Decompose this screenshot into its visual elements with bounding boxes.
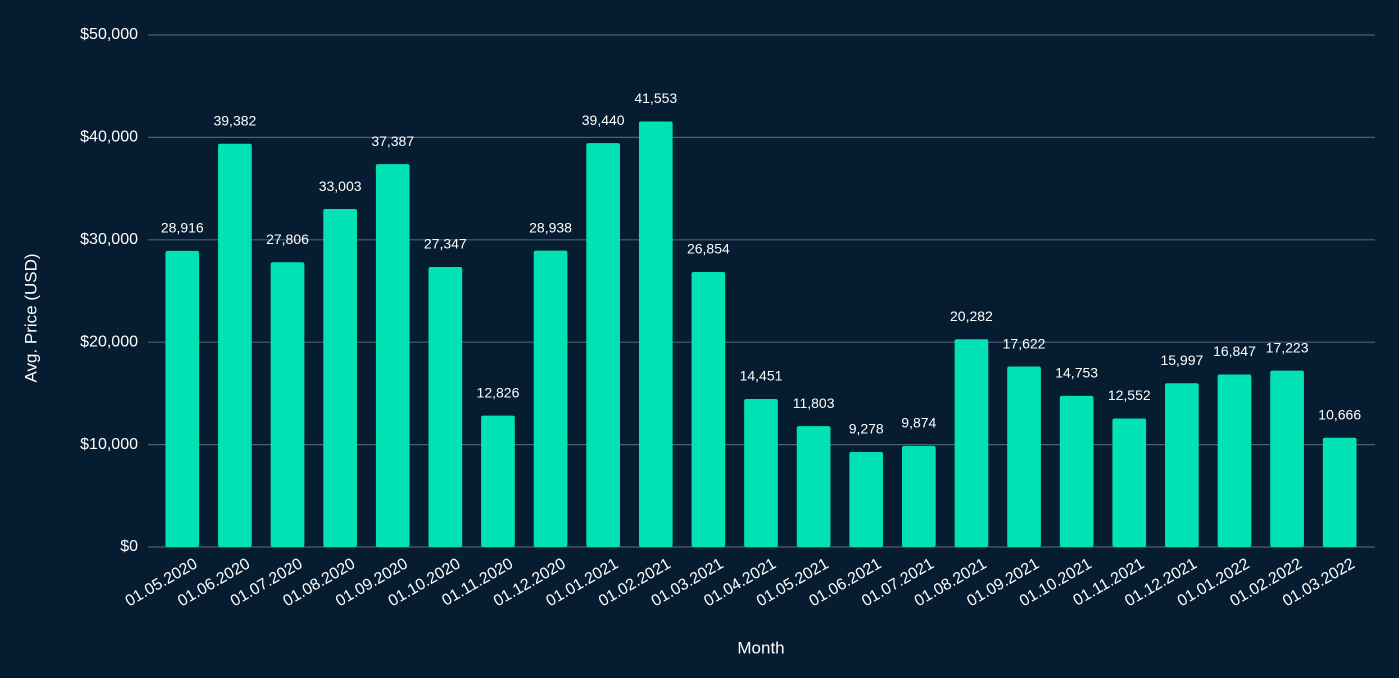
value-label: 41,553: [634, 90, 677, 106]
value-label: 26,854: [687, 241, 730, 257]
bar: [165, 250, 200, 548]
x-axis-title: Month: [737, 638, 784, 657]
bar: [1059, 395, 1094, 547]
value-label: 9,278: [849, 421, 884, 437]
bar: [638, 121, 673, 547]
bar: [796, 426, 831, 547]
value-label: 16,847: [1213, 343, 1256, 359]
bar: [1217, 374, 1252, 547]
bar: [1007, 366, 1041, 547]
y-tick-label: $20,000: [80, 333, 138, 350]
bar: [533, 250, 568, 548]
bar: [428, 266, 463, 547]
value-label: 12,826: [477, 384, 520, 400]
bar: [1322, 437, 1357, 547]
value-label: 39,440: [582, 112, 625, 128]
bar: [323, 209, 357, 547]
value-label: 17,223: [1266, 339, 1309, 355]
value-label: 39,382: [213, 112, 256, 128]
value-label: 10,666: [1318, 406, 1361, 422]
bar: [901, 445, 936, 547]
value-label: 33,003: [319, 178, 362, 194]
value-label: 28,938: [529, 219, 572, 235]
value-label: 14,451: [740, 368, 783, 384]
bar: [954, 339, 989, 547]
value-label: 37,387: [371, 133, 414, 149]
bar: [849, 451, 884, 547]
bar: [586, 143, 621, 547]
y-axis-title: Avg. Price (USD): [21, 253, 40, 382]
bar: [481, 415, 515, 547]
bar: [1112, 418, 1147, 547]
bar: [1270, 370, 1304, 547]
bar: [270, 262, 305, 547]
value-label: 27,806: [266, 231, 309, 247]
value-label: 20,282: [950, 308, 993, 324]
y-tick-label: $50,000: [80, 26, 138, 43]
value-label: 17,622: [1003, 335, 1046, 351]
y-tick-label: $40,000: [80, 129, 138, 146]
value-label: 27,347: [424, 236, 467, 252]
bar: [744, 399, 778, 547]
value-label: 14,753: [1055, 365, 1098, 381]
bar: [691, 272, 726, 547]
value-label: 12,552: [1108, 387, 1151, 403]
value-label: 11,803: [793, 395, 835, 411]
value-label: 28,916: [161, 220, 204, 236]
y-tick-label: $0: [120, 538, 138, 555]
value-label: 9,874: [901, 415, 936, 431]
value-label: 15,997: [1160, 352, 1203, 368]
y-tick-label: $30,000: [80, 231, 138, 248]
bar: [375, 164, 410, 548]
bar: [1165, 383, 1199, 547]
bar: [218, 143, 252, 547]
y-tick-label: $10,000: [80, 436, 138, 453]
